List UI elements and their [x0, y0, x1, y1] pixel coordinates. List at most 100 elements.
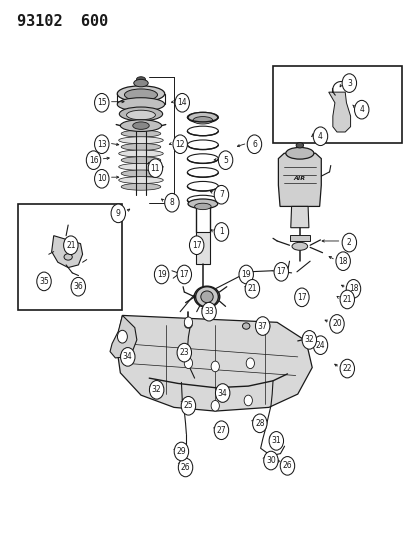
Circle shape	[149, 381, 164, 399]
Text: 3: 3	[346, 78, 351, 87]
Text: 23: 23	[179, 348, 189, 357]
Circle shape	[181, 397, 195, 415]
Text: 32: 32	[152, 385, 161, 394]
Text: 21: 21	[66, 241, 76, 250]
Text: 28: 28	[254, 419, 264, 428]
Text: 93102  600: 93102 600	[17, 14, 108, 29]
Text: 5: 5	[223, 156, 228, 165]
Ellipse shape	[295, 143, 303, 148]
Polygon shape	[290, 206, 308, 228]
Circle shape	[313, 336, 327, 354]
Circle shape	[174, 442, 188, 461]
Ellipse shape	[133, 79, 148, 87]
Circle shape	[86, 151, 100, 169]
Text: 19: 19	[241, 270, 250, 279]
Ellipse shape	[64, 254, 72, 260]
Text: 4: 4	[358, 105, 363, 114]
Circle shape	[341, 74, 356, 92]
Ellipse shape	[136, 77, 145, 82]
Ellipse shape	[194, 203, 211, 209]
Ellipse shape	[119, 137, 163, 144]
Ellipse shape	[187, 112, 218, 122]
Text: 15: 15	[97, 98, 106, 107]
Ellipse shape	[117, 98, 164, 111]
Circle shape	[214, 223, 228, 241]
Text: 16: 16	[88, 156, 98, 165]
Circle shape	[177, 343, 191, 362]
FancyBboxPatch shape	[18, 204, 122, 310]
Circle shape	[94, 93, 109, 112]
Polygon shape	[289, 235, 309, 241]
Circle shape	[94, 169, 109, 188]
Polygon shape	[110, 316, 137, 358]
Ellipse shape	[121, 130, 160, 137]
Circle shape	[273, 263, 288, 281]
Text: 25: 25	[183, 401, 193, 410]
Ellipse shape	[187, 154, 218, 164]
Ellipse shape	[188, 112, 217, 123]
Circle shape	[175, 93, 189, 112]
Text: 6: 6	[252, 140, 256, 149]
Ellipse shape	[258, 321, 269, 332]
Circle shape	[211, 361, 219, 372]
Ellipse shape	[119, 176, 163, 183]
Text: 13: 13	[97, 140, 106, 149]
Circle shape	[111, 204, 125, 223]
Text: 21: 21	[342, 295, 351, 304]
Text: 17: 17	[191, 241, 201, 250]
Polygon shape	[278, 154, 320, 206]
Circle shape	[214, 185, 228, 204]
Ellipse shape	[124, 89, 157, 101]
Text: 37: 37	[257, 321, 267, 330]
Circle shape	[244, 279, 259, 298]
Text: 36: 36	[73, 282, 83, 291]
Text: 10: 10	[97, 174, 106, 183]
Ellipse shape	[120, 120, 161, 132]
Text: 9: 9	[116, 209, 121, 218]
Ellipse shape	[260, 323, 266, 329]
Ellipse shape	[200, 291, 213, 303]
Text: 8: 8	[169, 198, 174, 207]
Circle shape	[301, 330, 316, 349]
Circle shape	[247, 135, 261, 154]
Circle shape	[164, 193, 179, 212]
Circle shape	[313, 127, 327, 146]
Circle shape	[215, 384, 229, 402]
Text: 35: 35	[39, 277, 49, 286]
Text: 21: 21	[247, 284, 256, 293]
Circle shape	[154, 265, 169, 284]
Ellipse shape	[291, 243, 307, 251]
Circle shape	[345, 279, 360, 298]
Text: 12: 12	[175, 140, 185, 149]
Circle shape	[263, 451, 278, 470]
Circle shape	[252, 414, 266, 433]
Circle shape	[64, 236, 78, 255]
Circle shape	[184, 358, 192, 368]
Ellipse shape	[242, 323, 249, 329]
Text: 32: 32	[304, 335, 313, 344]
Ellipse shape	[121, 170, 160, 177]
Circle shape	[268, 432, 283, 450]
Text: 22: 22	[342, 364, 351, 373]
Circle shape	[294, 288, 309, 306]
Text: 18: 18	[348, 284, 357, 293]
Ellipse shape	[121, 143, 160, 150]
Circle shape	[354, 100, 368, 119]
Circle shape	[173, 135, 187, 154]
Ellipse shape	[119, 164, 163, 170]
Circle shape	[189, 236, 204, 255]
Circle shape	[120, 348, 135, 366]
Circle shape	[341, 233, 356, 252]
Ellipse shape	[121, 157, 160, 164]
Ellipse shape	[117, 86, 164, 102]
Circle shape	[184, 317, 192, 328]
Text: 24: 24	[315, 341, 325, 350]
Ellipse shape	[119, 107, 162, 121]
Circle shape	[280, 457, 294, 475]
Text: 17: 17	[297, 293, 306, 302]
Text: 34: 34	[217, 389, 227, 398]
Circle shape	[71, 277, 85, 296]
Text: 27: 27	[216, 426, 226, 435]
Circle shape	[329, 314, 343, 333]
Ellipse shape	[199, 290, 214, 303]
